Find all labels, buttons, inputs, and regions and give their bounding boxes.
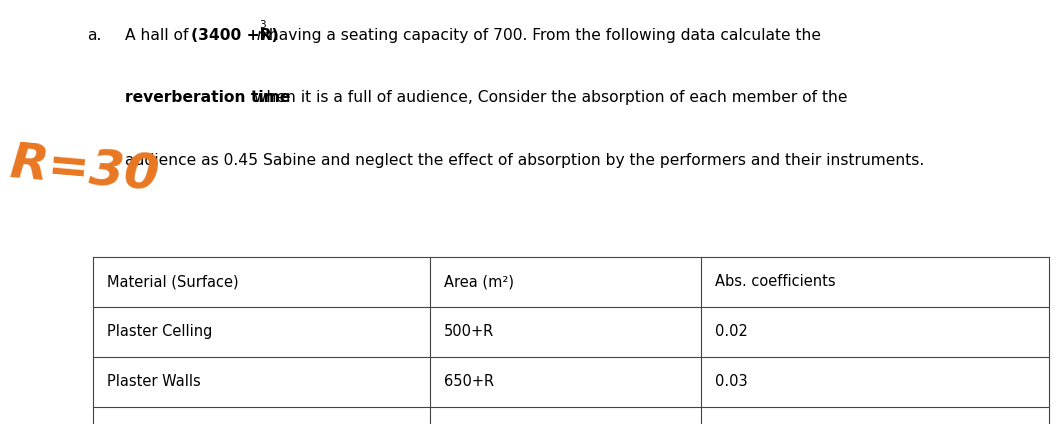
Text: having a seating capacity of 700. From the following data calculate the: having a seating capacity of 700. From t… (264, 28, 821, 42)
Text: Area (m²): Area (m²) (444, 274, 514, 289)
Text: m: m (253, 28, 272, 42)
Text: Plaster Celling: Plaster Celling (107, 324, 212, 339)
Text: a.: a. (87, 28, 102, 42)
Text: audience as 0.45 Sabine and neglect the effect of absorption by the performers a: audience as 0.45 Sabine and neglect the … (125, 153, 925, 168)
Text: 650+R: 650+R (444, 374, 494, 389)
Text: Abs. coefficients: Abs. coefficients (715, 274, 836, 289)
Text: A hall of: A hall of (125, 28, 193, 42)
Text: R=30: R=30 (8, 139, 162, 200)
Text: Material (Surface): Material (Surface) (107, 274, 239, 289)
Text: 500+R: 500+R (444, 324, 494, 339)
Text: reverberation time: reverberation time (125, 90, 291, 105)
Text: 3: 3 (259, 20, 267, 30)
Text: (3400 +R): (3400 +R) (191, 28, 278, 42)
Text: Plaster Walls: Plaster Walls (107, 374, 201, 389)
Text: 0.03: 0.03 (715, 374, 748, 389)
Text: when it is a full of audience, Consider the absorption of each member of the: when it is a full of audience, Consider … (249, 90, 847, 105)
Text: 0.02: 0.02 (715, 324, 748, 339)
